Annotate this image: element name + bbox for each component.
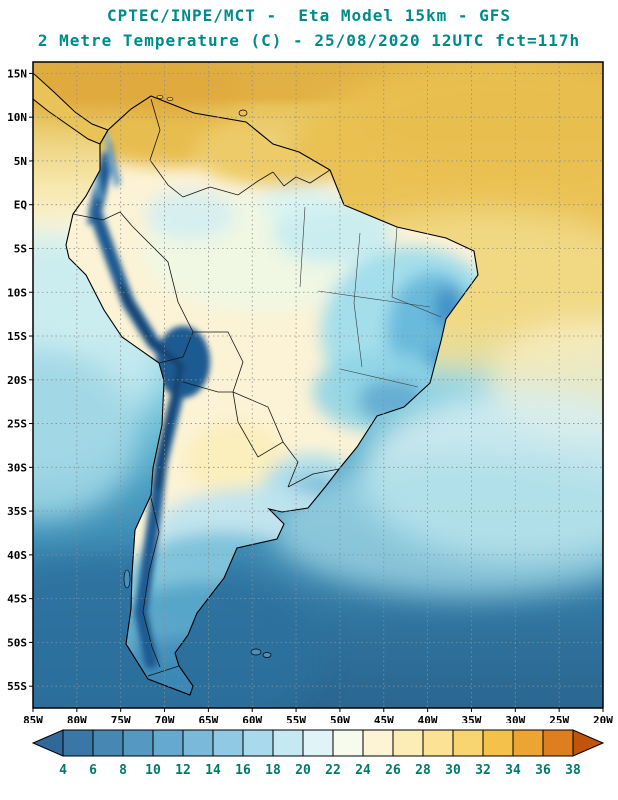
colorbar-tick-label: 24 [355, 763, 371, 778]
lat-label: 5S [14, 242, 27, 255]
grid-lines [33, 62, 603, 708]
colorbar-tick-label: 34 [505, 763, 521, 778]
lon-label: 40W [418, 714, 438, 723]
colorbar-segment [152, 729, 184, 757]
colorbar-segment [212, 729, 244, 757]
colorbar-segment [482, 729, 514, 757]
lat-label: 20S [7, 374, 27, 387]
colorbar-tick-label: 36 [535, 763, 551, 778]
colorbar-segment [92, 729, 124, 757]
lat-label: 45S [7, 593, 27, 606]
colorbar-tick-label: 6 [89, 763, 97, 778]
lat-label: 15N [7, 67, 27, 80]
colorbar-tick-label: 18 [265, 763, 281, 778]
colorbar-segment [452, 729, 484, 757]
colorbar-segment [62, 729, 94, 757]
lat-label: 25S [7, 418, 27, 431]
lon-label: 55W [286, 714, 306, 723]
lon-label: 60W [242, 714, 262, 723]
island-caribbean-a [156, 95, 164, 99]
colorbar-tick-label: 12 [175, 763, 191, 778]
land-temperature-patches [66, 96, 478, 695]
colorbar-tick-label: 22 [325, 763, 341, 778]
lat-label: 35S [7, 505, 27, 518]
colorbar-segment [302, 729, 334, 757]
lon-label: 20W [593, 714, 613, 723]
colorbar-tick-label: 38 [565, 763, 581, 778]
island-caribbean-b [166, 97, 174, 101]
country-borders [72, 98, 340, 677]
colorbar-tick-label: 32 [475, 763, 491, 778]
lon-label: 50W [330, 714, 350, 723]
colorbar-segments [31, 729, 605, 757]
lat-label: 40S [7, 549, 27, 562]
colorbar-tick-labels: 4 6 8 10 12 14 16 18 20 22 24 26 28 30 32 34 36 38 [59, 763, 581, 778]
colorbar-segment [31, 729, 64, 757]
colorbar-segment [272, 729, 304, 757]
colorbar-segment [362, 729, 394, 757]
lon-label: 30W [505, 714, 525, 723]
island-chiloe [123, 569, 131, 589]
island-trinidad [238, 109, 248, 117]
lat-label: 55S [7, 680, 27, 693]
map-title-field: 2 Metre Temperature (C) - 25/08/2020 12U… [37, 31, 581, 50]
colorbar-segment [512, 729, 544, 757]
lat-label: 10N [7, 111, 27, 124]
map-field [33, 62, 603, 708]
colorbar-segment [542, 729, 574, 757]
colorbar-tick-label: 14 [205, 763, 221, 778]
colorbar-tick-label: 26 [385, 763, 401, 778]
colorbar-segment [572, 729, 605, 757]
island-falkland-west [250, 648, 262, 656]
lon-label: 80W [67, 714, 87, 723]
colorbar-segment [392, 729, 424, 757]
colorbar-tick-label: 28 [415, 763, 431, 778]
lon-label: 85W [23, 714, 43, 723]
lon-label: 35W [462, 714, 482, 723]
colorbar-segment [332, 729, 364, 757]
lat-label: 30S [7, 461, 27, 474]
lon-label: 25W [549, 714, 569, 723]
lon-label: 75W [111, 714, 131, 723]
colorbar-segment [122, 729, 154, 757]
latitude-axis: 15N 10N 5N EQ 5S 10S 15S 20S 25S 30S 35S 40S 45S 50S 5… [7, 67, 33, 693]
lat-label: EQ [14, 199, 28, 212]
colorbar-tick-label: 10 [145, 763, 161, 778]
lon-label: 45W [374, 714, 394, 723]
colorbar-tick-label: 8 [119, 763, 127, 778]
colorbar-segment [242, 729, 274, 757]
longitude-axis: 85W 80W 75W 70W 65W 60W 55W 50W 45W 40W 35W 30W 25W 2… [23, 708, 613, 723]
lat-label: 10S [7, 286, 27, 299]
south-america-coastline [65, 95, 479, 696]
lon-label: 70W [155, 714, 175, 723]
map-frame [32, 61, 604, 709]
colorbar-tick-label: 20 [295, 763, 311, 778]
colorbar-tick-label: 30 [445, 763, 461, 778]
temperature-colorbar: 4 6 8 10 12 14 16 18 20 22 24 26 28 30 32 34 36 38 [31, 729, 605, 778]
lat-label: 5N [14, 155, 27, 168]
lon-label: 65W [198, 714, 218, 723]
temperature-map: 15N 10N 5N EQ 5S 10S 15S 20S 25S 30S 35S 40S 45S 50S 5… [7, 61, 613, 723]
colorbar-tick-label: 16 [235, 763, 251, 778]
state-borders [299, 206, 442, 388]
island-falkland-east [262, 652, 272, 658]
map-title-model: CPTEC/INPE/MCT - Eta Model 15km - GFS [106, 6, 512, 25]
colorbar-tick-label: 4 [59, 763, 67, 778]
lat-label: 15S [7, 330, 27, 343]
lat-label: 50S [7, 636, 27, 649]
colorbar-segment [182, 729, 214, 757]
colorbar-segment [422, 729, 454, 757]
